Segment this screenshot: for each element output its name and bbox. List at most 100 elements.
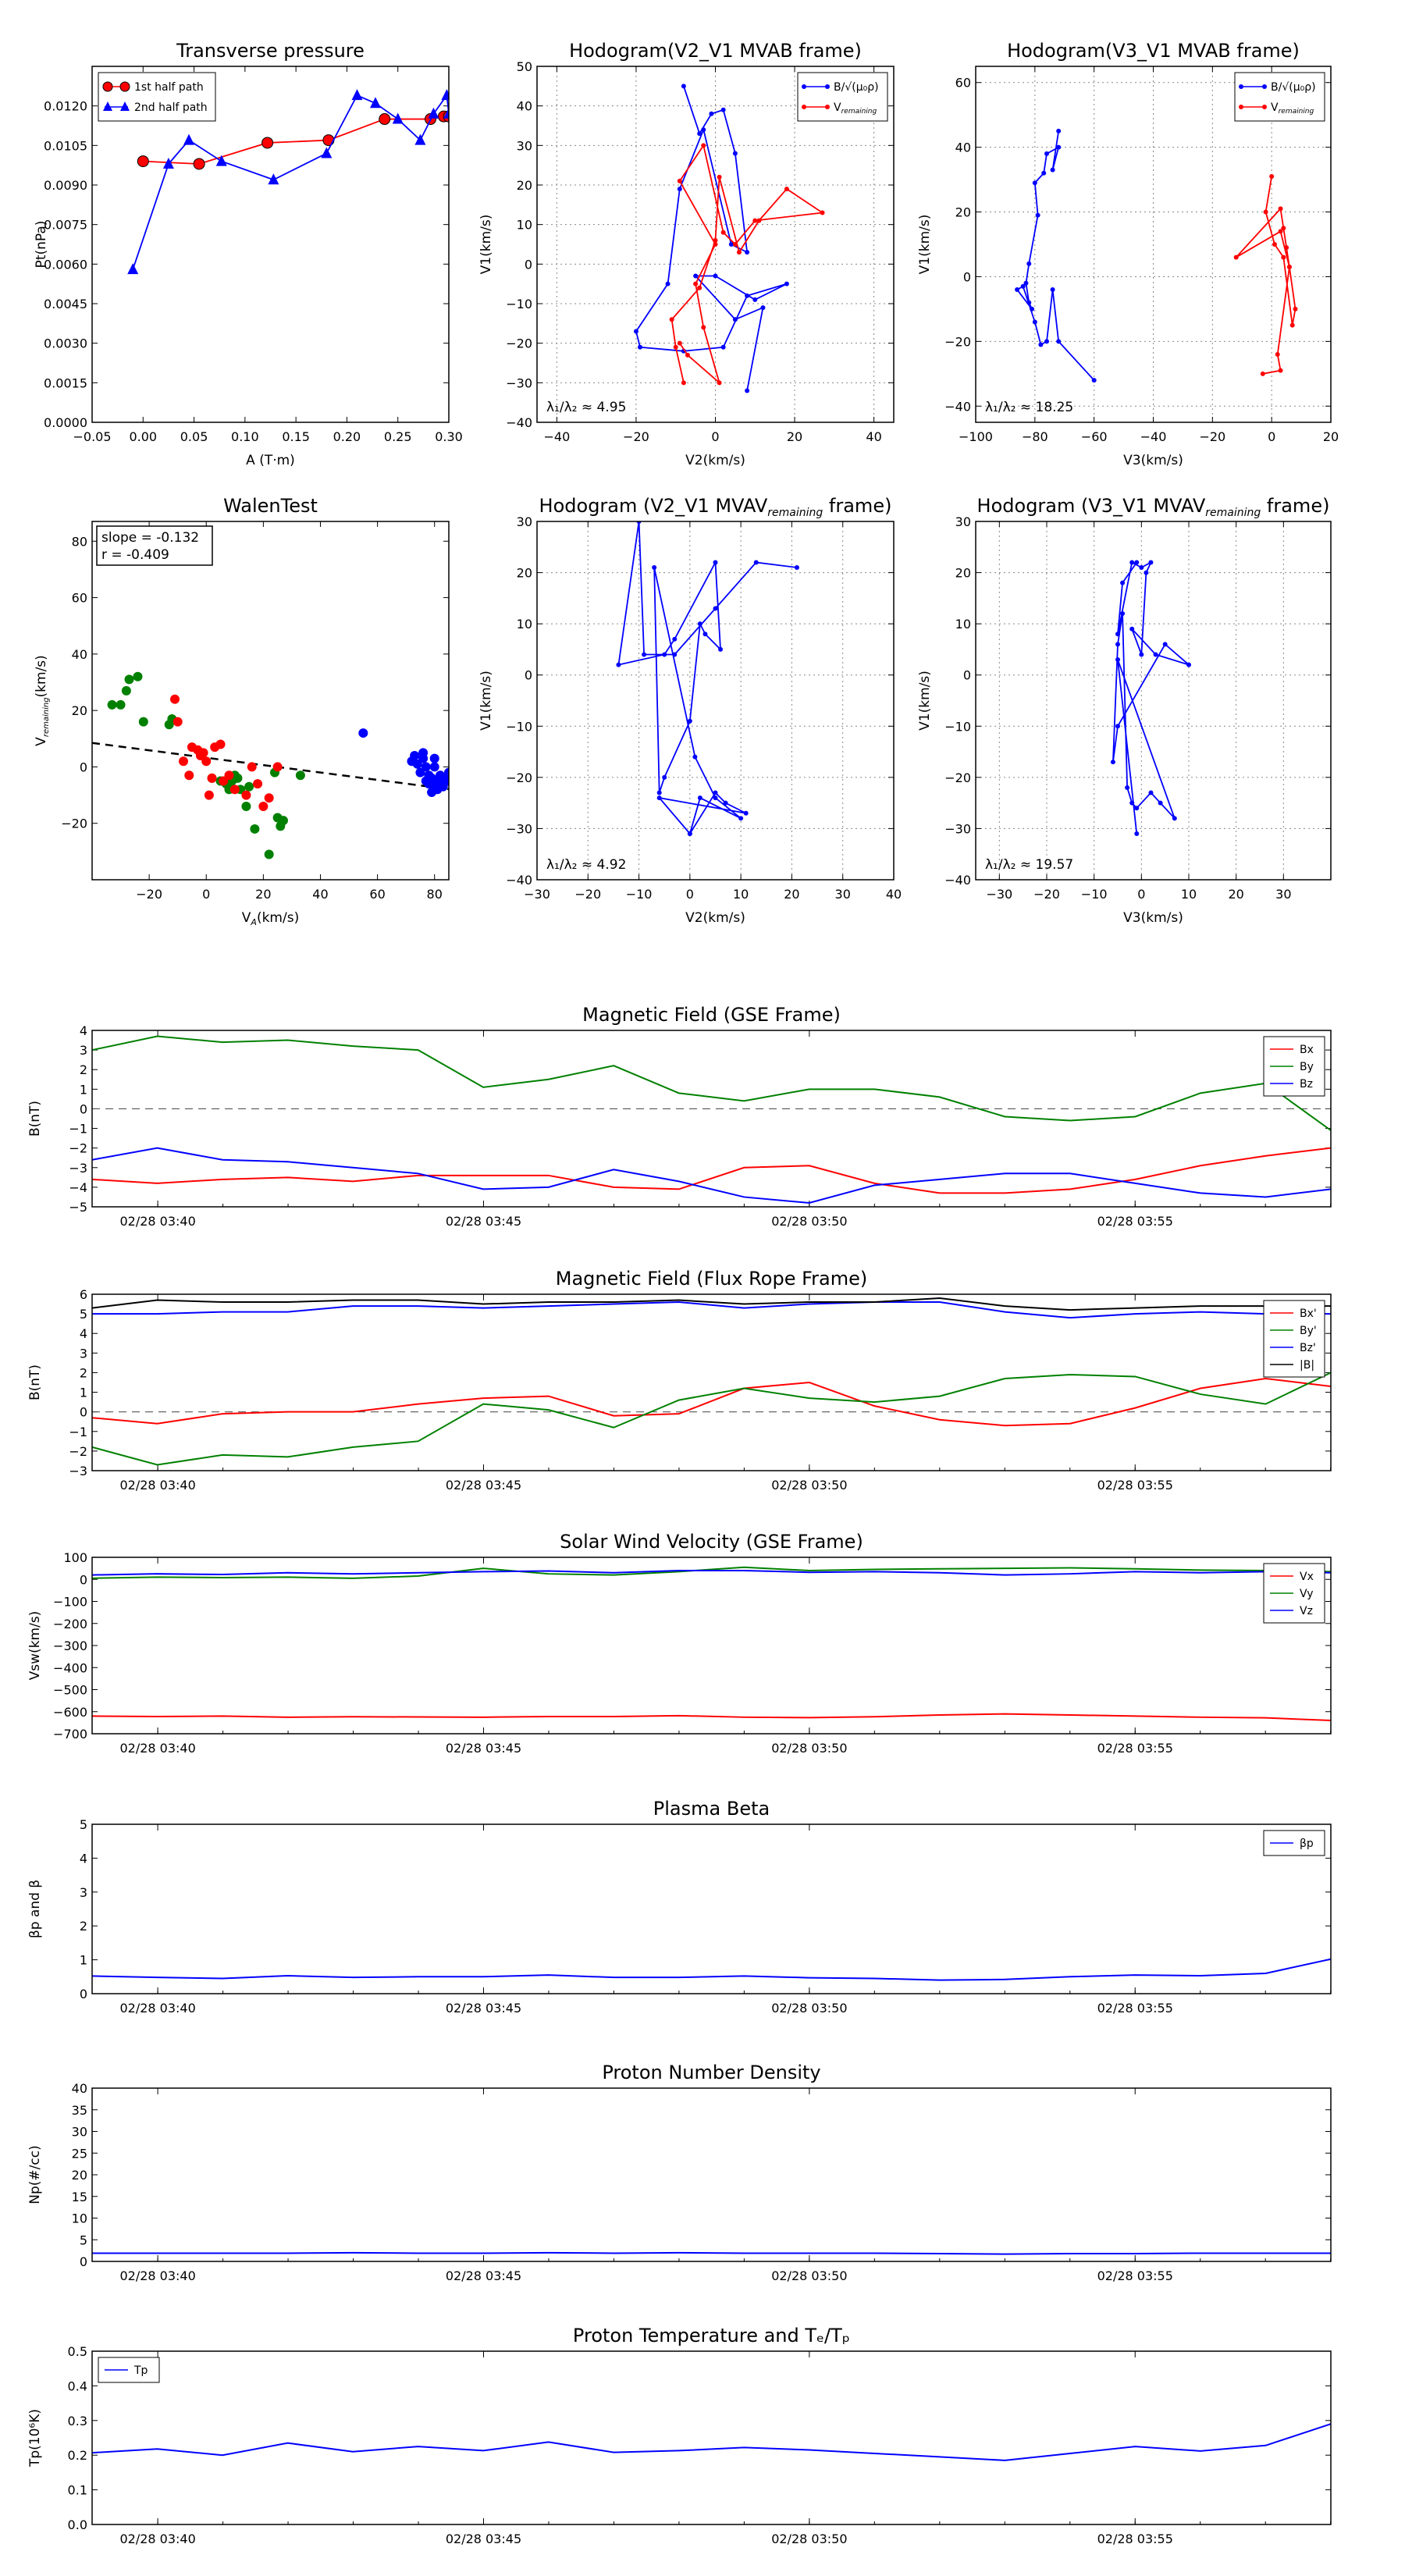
series-line-bz <box>92 1301 1331 1319</box>
plot-area <box>633 84 825 393</box>
legend-marker <box>120 101 130 111</box>
data-point <box>1134 831 1140 836</box>
data-point <box>215 155 227 166</box>
data-point <box>1129 626 1135 632</box>
series-line-by <box>92 1035 1331 1131</box>
y-tick-label: 25 <box>72 2146 87 2161</box>
x-tick-label: 02/28 03:50 <box>771 1741 847 1756</box>
legend-box <box>1234 72 1325 122</box>
plot-area <box>1015 128 1298 383</box>
plot-border <box>975 521 1332 881</box>
data-point <box>1125 785 1130 790</box>
stats-line: slope = -0.132 <box>101 530 199 546</box>
x-tick-label: 02/28 03:40 <box>119 2532 195 2546</box>
data-point <box>1044 339 1049 344</box>
y-tick-label: 0 <box>525 257 532 272</box>
chart-hodo_v2_mvav: Hodogram (V2_V1 MVAVremaining frame)−40−… <box>478 495 902 926</box>
data-point <box>295 770 305 781</box>
y-tick-label: 0.5 <box>68 2344 87 2359</box>
y-tick-label: −20 <box>61 817 87 831</box>
y-tick-label: −200 <box>53 1617 87 1631</box>
data-point <box>1032 180 1037 186</box>
data-point <box>677 340 682 346</box>
y-tick-label: −20 <box>944 770 971 785</box>
data-point <box>1284 245 1289 251</box>
y-axis-label: B(nT) <box>27 1364 43 1400</box>
data-point <box>701 127 706 133</box>
y-tick-label: −2 <box>69 1444 87 1459</box>
x-tick-label: −0.05 <box>73 429 111 444</box>
y-axis-label: Tp(10⁶K) <box>27 2409 43 2467</box>
y-tick-label: 1 <box>80 1082 87 1097</box>
data-point <box>178 756 188 767</box>
data-point <box>1289 322 1295 328</box>
legend-marker <box>102 81 113 92</box>
x-tick-label: 40 <box>312 887 328 902</box>
data-point <box>1035 212 1040 218</box>
data-point <box>672 636 678 642</box>
data-point <box>681 84 686 89</box>
x-tick-label: 0.05 <box>180 429 208 444</box>
plot-border <box>91 2350 1332 2525</box>
x-tick-label: 30 <box>1275 887 1291 902</box>
chart-title: Hodogram(V3_V1 MVAB frame) <box>1007 40 1300 62</box>
x-tick-label: 60 <box>369 887 385 902</box>
legend: 1st half path 2nd half path <box>98 72 216 122</box>
y-tick-label: 4 <box>80 1326 87 1341</box>
series-2 <box>358 728 449 797</box>
data-point <box>443 107 449 119</box>
data-point <box>687 718 692 724</box>
data-point <box>428 107 439 119</box>
data-point <box>1139 565 1144 571</box>
data-point <box>784 187 789 192</box>
y-axis-label: Vsw(km/s) <box>27 1611 43 1681</box>
plot-area <box>92 671 449 859</box>
y-tick-label: −30 <box>944 821 971 836</box>
y-tick-label: 2 <box>80 1919 87 1934</box>
x-axis-label: V3(km/s) <box>1123 910 1183 926</box>
x-tick-label: 02/28 03:50 <box>771 1214 847 1229</box>
series-line-tp <box>92 2423 1331 2461</box>
y-tick-label: 0.0090 <box>44 178 87 193</box>
y-tick-label: 5 <box>80 2233 87 2247</box>
data-point <box>692 754 698 760</box>
data-point <box>1056 339 1062 344</box>
data-point <box>241 802 251 812</box>
plot-border <box>91 521 450 881</box>
series-v-remaining <box>669 143 825 386</box>
x-tick-label: 0 <box>202 887 210 902</box>
legend: B/√(μ₀ρ)Vremaining <box>797 72 888 122</box>
data-point <box>351 89 363 101</box>
y-tick-label: −40 <box>944 873 971 888</box>
data-point <box>421 762 431 772</box>
data-point <box>752 218 758 223</box>
x-tick-label: −20 <box>623 429 649 444</box>
data-point <box>268 173 279 185</box>
legend-marker <box>1239 105 1243 109</box>
x-tick-label: 02/28 03:50 <box>771 2001 847 2016</box>
y-tick-label: −1 <box>69 1425 87 1439</box>
x-tick-label: −40 <box>1140 429 1167 444</box>
chart-tp: Proton Temperature and Tₑ/Tₚ 0.0 0.1 0.2 0.3… <box>27 2325 1332 2546</box>
data-point <box>1158 800 1163 806</box>
data-point <box>1056 128 1062 133</box>
legend-label: By' <box>1300 1325 1317 1337</box>
data-point <box>207 773 217 783</box>
data-point <box>1044 151 1049 156</box>
eigenvalue-ratio-label: λ₁/λ₂ ≈ 4.95 <box>546 400 626 415</box>
data-point <box>732 242 738 247</box>
plot-border <box>91 1293 1332 1471</box>
y-axis-label: Vremaining(km/s) <box>34 655 51 746</box>
data-point <box>697 795 702 801</box>
plot-border <box>91 66 450 423</box>
plot-border <box>91 2087 1332 2262</box>
plot-area <box>127 89 449 275</box>
data-point <box>713 273 718 279</box>
x-tick-label: 02/28 03:55 <box>1097 1741 1173 1756</box>
data-point <box>745 388 750 393</box>
data-point <box>137 155 149 168</box>
stats-box <box>96 525 213 566</box>
y-tick-label: 20 <box>517 566 532 581</box>
y-tick-label: −3 <box>69 1464 87 1478</box>
y-tick-label: −500 <box>53 1683 87 1698</box>
